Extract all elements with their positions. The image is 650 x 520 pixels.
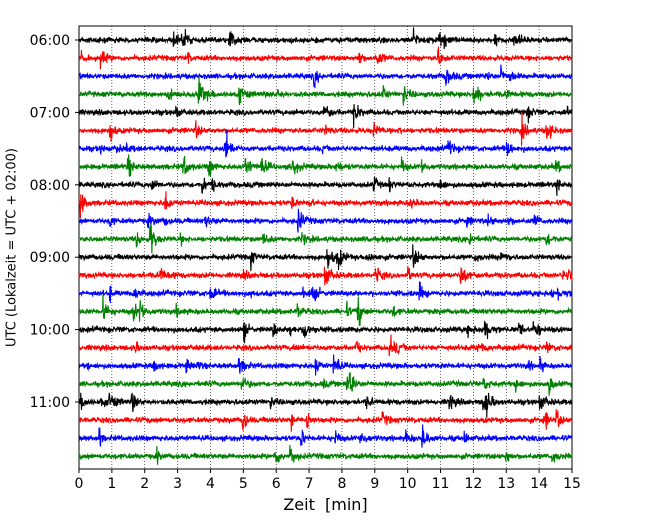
trace-08:30: [78, 208, 573, 233]
y-tick-label: 09:00: [30, 250, 70, 266]
trace-10:00: [78, 320, 573, 344]
trace-07:45: [78, 154, 573, 178]
trace-08:45: [78, 223, 573, 254]
trace-11:45: [78, 444, 573, 465]
x-tick-label: 4: [206, 476, 215, 492]
x-tick-label: 0: [75, 476, 84, 492]
trace-10:15: [78, 334, 573, 357]
y-tick-label: 10:00: [30, 323, 70, 339]
x-tick-label: 12: [464, 476, 482, 492]
seismic-traces: [78, 27, 573, 465]
x-tick-label: 11: [432, 476, 450, 492]
trace-07:15: [78, 111, 573, 147]
trace-09:00: [78, 244, 573, 272]
trace-06:45: [78, 76, 573, 106]
x-tick-label: 13: [497, 476, 515, 492]
x-tick-label: 10: [399, 476, 417, 492]
grid-lines: [111, 26, 540, 469]
x-tick-label: 5: [239, 476, 248, 492]
trace-10:30: [78, 354, 573, 376]
x-tick-label: 15: [563, 476, 581, 492]
y-axis-label: UTC (Lokalzeit = UTC + 02:00): [5, 148, 20, 347]
x-tick-label: 2: [140, 476, 149, 492]
trace-08:15: [78, 191, 573, 219]
x-tick-label: 3: [173, 476, 182, 492]
trace-11:15: [78, 409, 573, 432]
x-tick-label: 14: [530, 476, 548, 492]
x-axis: 0 1 2 3 4 5 6 7 8 9 10 11 12 13 14 15: [75, 469, 581, 492]
trace-07:30: [78, 129, 573, 158]
x-axis-label: Zeit [min]: [283, 495, 367, 514]
trace-09:30: [78, 281, 573, 304]
y-tick-label: 06:00: [30, 33, 70, 49]
x-tick-label: 1: [107, 476, 116, 492]
trace-09:15: [78, 266, 573, 286]
x-tick-label: 7: [305, 476, 314, 492]
y-tick-label: 11:00: [30, 395, 70, 411]
trace-06:15: [78, 46, 573, 70]
x-tick-label: 8: [337, 476, 346, 492]
y-tick-label: 07:00: [30, 105, 70, 121]
x-tick-label: 9: [370, 476, 379, 492]
trace-08:00: [78, 176, 573, 196]
trace-06:30: [78, 64, 573, 89]
trace-07:00: [78, 104, 573, 129]
trace-11:00: [78, 392, 573, 418]
trace-06:00: [78, 27, 573, 50]
trace-11:30: [78, 424, 573, 448]
x-tick-label: 6: [272, 476, 281, 492]
trace-10:45: [78, 372, 573, 396]
plot-area: [78, 25, 573, 470]
trace-09:45: [78, 294, 573, 326]
y-tick-label: 08:00: [30, 178, 70, 194]
y-axis: 06:00 07:00 08:00 09:00 10:00 11:00: [30, 33, 79, 411]
